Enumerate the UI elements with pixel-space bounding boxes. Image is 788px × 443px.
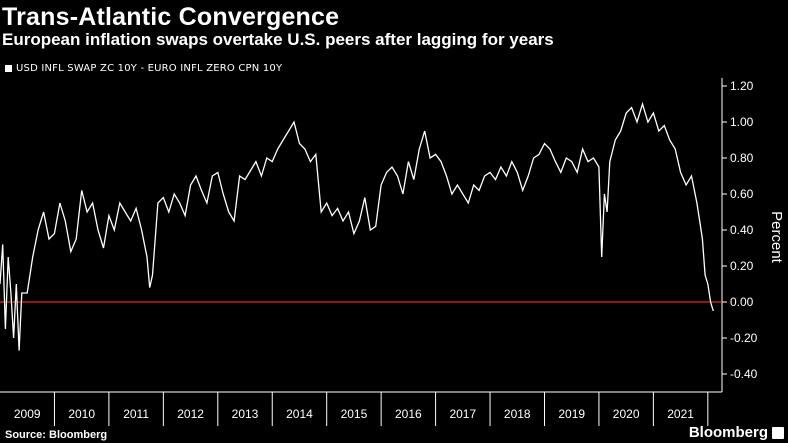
y-tick-label: 0.80 <box>730 151 754 165</box>
legend: USD INFL SWAP ZC 10Y - EURO INFL ZERO CP… <box>5 63 282 74</box>
x-tick-label: 2018 <box>504 407 531 421</box>
x-tick-label: 2016 <box>395 407 422 421</box>
brand: Bloomberg <box>689 424 784 441</box>
x-tick-label: 2012 <box>177 407 204 421</box>
legend-swatch <box>5 65 12 72</box>
y-axis-title: Percent <box>768 211 785 264</box>
y-tick-label: 0.60 <box>730 187 754 201</box>
y-axis: 1.20 1.00 0.80 0.60 0.40 0.20 0.00 -0.20 -0.40 <box>721 78 758 392</box>
y-tick-label: 1.00 <box>730 115 754 129</box>
legend-label: USD INFL SWAP ZC 10Y - EURO INFL ZERO CP… <box>16 63 283 74</box>
x-tick-label: 2019 <box>558 407 585 421</box>
x-tick-label: 2014 <box>286 407 313 421</box>
y-tick-label: -0.20 <box>730 331 758 345</box>
x-tick-label: 2013 <box>232 407 259 421</box>
y-tick-label: -0.40 <box>730 367 758 381</box>
y-tick-label: 0.40 <box>730 223 754 237</box>
x-tick-label: 2015 <box>341 407 368 421</box>
source-note: Source: Bloomberg <box>5 429 108 441</box>
y-tick-label: 0.00 <box>730 295 754 309</box>
y-tick-label: 0.20 <box>730 259 754 273</box>
x-axis: 2009 2010 2011 2012 2013 2014 2015 2016 2017 2018… <box>0 391 722 426</box>
chart-title: Trans-Atlantic Convergence <box>2 3 340 31</box>
x-tick-label: 2020 <box>613 407 640 421</box>
series-line <box>0 101 714 351</box>
x-tick-label: 2021 <box>667 407 694 421</box>
brand-name: Bloomberg <box>688 424 768 441</box>
brand-logo-icon <box>772 426 784 439</box>
y-tick-label: 1.20 <box>730 79 754 93</box>
x-tick-label: 2010 <box>68 407 95 421</box>
chart-subtitle: European inflation swaps overtake U.S. p… <box>2 30 554 49</box>
x-tick-label: 2009 <box>14 407 41 421</box>
x-tick-label: 2017 <box>449 407 476 421</box>
x-tick-label: 2011 <box>123 407 149 421</box>
